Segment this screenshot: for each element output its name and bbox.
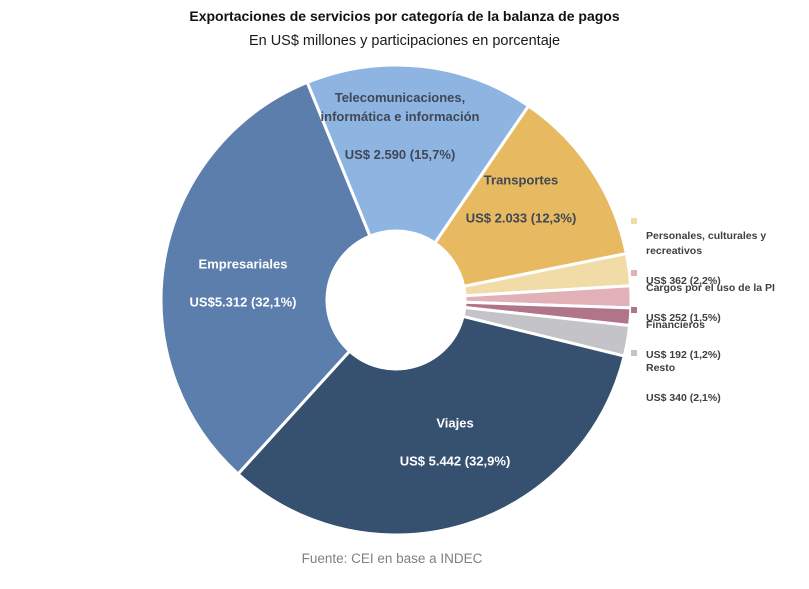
pie-slice-transportes	[433, 104, 628, 288]
page-subtitle: En US$ millones y participaciones en por…	[248, 33, 561, 49]
legend-item-financieros: Financieros US$ 192 (1,2%)	[631, 303, 721, 378]
legend-marker-financieros	[631, 307, 637, 313]
legend-name: Financieros	[646, 319, 705, 331]
legend-name: Personales, culturales y recreativos	[646, 230, 767, 257]
legend-item-personales: Personales, culturales y recreativos US$…	[631, 214, 766, 304]
legend-marker-cargos-uso-pi	[631, 270, 637, 276]
page-title: Exportaciones de servicios por categoría…	[189, 8, 620, 24]
legend-name: Resto	[646, 362, 676, 374]
legend-name: Cargos por el uso de la PI	[646, 282, 775, 294]
legend-value: US$ 252 (1,5%)	[646, 312, 721, 324]
legend-marker-resto	[631, 350, 637, 356]
pie-slice-telecomunicaciones	[305, 63, 530, 245]
legend-marker-personales	[631, 218, 637, 224]
source-note: Fuente: CEI en base a INDEC	[301, 551, 483, 566]
legend-item-resto: Resto US$ 340 (2,1%)	[631, 346, 721, 421]
legend-value: US$ 192 (1,2%)	[646, 349, 721, 361]
pie-slice-viajes	[236, 314, 626, 537]
legend-value: US$ 340 (2,1%)	[646, 392, 721, 404]
legend-item-cargos-uso-pi: Cargos por el uso de la PI US$ 252 (1,5%…	[631, 266, 775, 341]
pie-slice-empresariales	[159, 80, 372, 476]
legend-value: US$ 362 (2,2%)	[646, 275, 721, 287]
